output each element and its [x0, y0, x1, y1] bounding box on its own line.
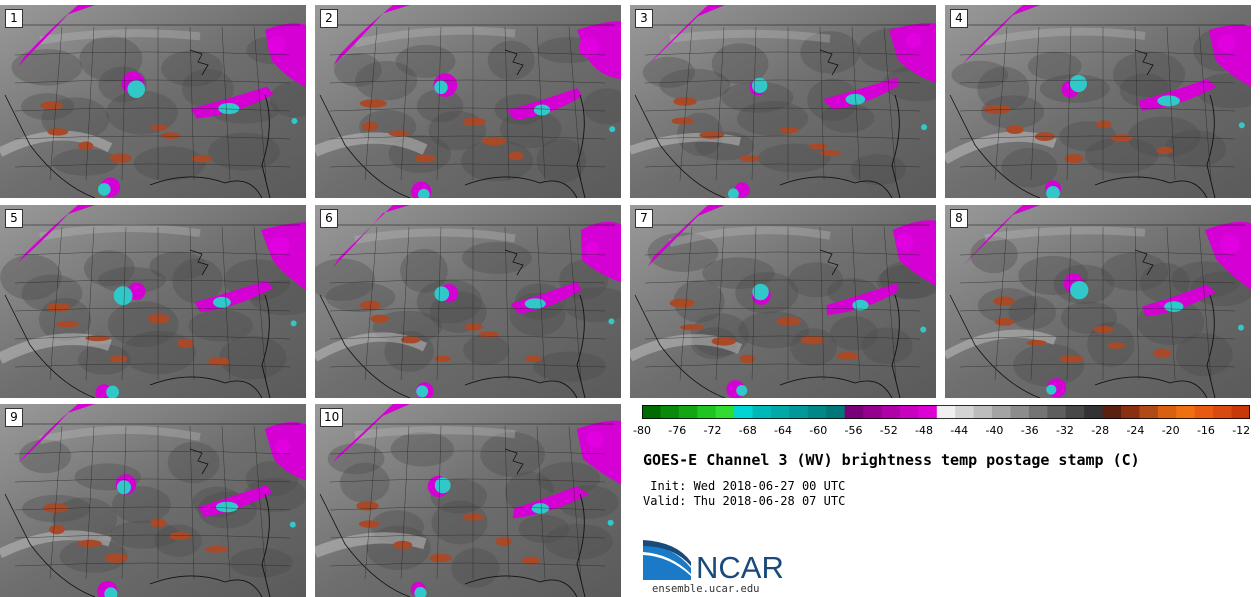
colorbar-swatch	[955, 405, 975, 419]
colorbar-swatch	[1010, 405, 1030, 419]
colorbar-swatch	[678, 405, 698, 419]
wv-map	[315, 205, 621, 398]
wv-map	[0, 404, 306, 597]
init-time: Init: Wed 2018-06-27 00 UTC	[643, 479, 846, 493]
colorbar	[642, 405, 1250, 419]
postage-stamp-panel: 2	[315, 5, 621, 198]
colorbar-swatch	[770, 405, 790, 419]
panel-number: 8	[950, 209, 968, 228]
panel-number: 6	[320, 209, 338, 228]
colorbar-swatch	[918, 405, 938, 419]
colorbar-tick-label: -12	[1232, 424, 1251, 437]
wv-map	[315, 404, 621, 597]
colorbar-tick-label: -44	[950, 424, 969, 437]
postage-stamp-panel: 1	[0, 5, 306, 198]
colorbar-swatch	[642, 405, 661, 419]
colorbar-tick-label: -16	[1196, 424, 1215, 437]
colorbar-outline	[642, 405, 1250, 419]
postage-stamp-panel: 7	[630, 205, 936, 398]
wv-map	[945, 5, 1251, 198]
colorbar-swatch	[844, 405, 864, 419]
colorbar-swatch	[734, 405, 754, 419]
colorbar-tick-label: -68	[738, 424, 757, 437]
colorbar-swatch	[1139, 405, 1159, 419]
wv-map	[630, 205, 936, 398]
colorbar-swatch	[973, 405, 993, 419]
panel-number: 4	[950, 9, 968, 28]
colorbar-swatch	[881, 405, 901, 419]
postage-stamp-panel: 6	[315, 205, 621, 398]
postage-stamp-panel: 10	[315, 404, 621, 597]
postage-stamp-panel: 5	[0, 205, 306, 398]
valid-time: Valid: Thu 2018-06-28 07 UTC	[643, 494, 846, 508]
postage-stamp-panel: 9	[0, 404, 306, 597]
wv-map	[945, 205, 1251, 398]
panel-number: 7	[635, 209, 653, 228]
wv-map	[0, 5, 306, 198]
panel-number: 5	[5, 209, 23, 228]
colorbar-tick-label: -24	[1126, 424, 1145, 437]
product-title: GOES-E Channel 3 (WV) brightness temp po…	[643, 451, 1140, 469]
colorbar-tick-label: -28	[1091, 424, 1110, 437]
colorbar-tick-label: -64	[774, 424, 792, 437]
colorbar-swatch	[1102, 405, 1122, 419]
colorbar-swatch	[826, 405, 846, 419]
ncar-logo-text: NCAR	[696, 550, 784, 584]
colorbar-swatch	[1176, 405, 1196, 419]
ncar-logo: NCAR	[643, 540, 784, 584]
colorbar-swatch	[936, 405, 956, 419]
colorbar-swatch	[789, 405, 809, 419]
panel-number: 9	[5, 408, 23, 427]
wv-map	[0, 205, 306, 398]
colorbar-swatch	[1194, 405, 1214, 419]
colorbar-swatch	[1121, 405, 1140, 419]
colorbar-swatch	[1157, 405, 1177, 419]
colorbar-tick-label: -36	[1020, 424, 1039, 437]
colorbar-tick-label: -56	[844, 424, 863, 437]
colorbar-tick-label: -40	[985, 424, 1004, 437]
colorbar-swatch	[1231, 405, 1250, 419]
colorbar-swatch	[1213, 405, 1233, 419]
colorbar-tick-label: -48	[914, 424, 933, 437]
panel-number: 10	[320, 408, 344, 427]
site-url: ensemble.ucar.edu	[652, 583, 760, 595]
colorbar-swatch	[1065, 405, 1085, 419]
colorbar-tick-labels: -80 -76 -72 -68 -64 -60 -56 -52 -48 -44 -40 -36 -32 -…	[633, 424, 1251, 438]
panel-number: 3	[635, 9, 653, 28]
colorbar-tick-label: -72	[703, 424, 722, 437]
colorbar-swatch	[992, 405, 1011, 419]
colorbar-swatch	[715, 405, 735, 419]
colorbar-swatch	[899, 405, 919, 419]
wv-map	[630, 5, 936, 198]
colorbar-swatch	[863, 405, 883, 419]
colorbar-swatch	[1084, 405, 1104, 419]
colorbar-tick-label: -20	[1161, 424, 1180, 437]
colorbar-swatch	[1028, 405, 1048, 419]
colorbar-tick-label: -80	[633, 424, 651, 437]
postage-stamp-panel: 4	[945, 5, 1251, 198]
postage-stamp-panel: 3	[630, 5, 936, 198]
colorbar-swatch	[660, 405, 680, 419]
postage-stamp-panel: 8	[945, 205, 1251, 398]
wv-map	[315, 5, 621, 198]
panel-number: 2	[320, 9, 338, 28]
panel-number: 1	[5, 9, 23, 28]
colorbar-tick-label: -52	[879, 424, 898, 437]
colorbar-swatch	[697, 405, 717, 419]
colorbar-tick-label: -76	[668, 424, 687, 437]
colorbar-tick-label: -60	[809, 424, 828, 437]
colorbar-tick-label: -32	[1055, 424, 1074, 437]
colorbar-swatch	[1047, 405, 1067, 419]
colorbar-swatch	[752, 405, 772, 419]
colorbar-swatch	[807, 405, 827, 419]
